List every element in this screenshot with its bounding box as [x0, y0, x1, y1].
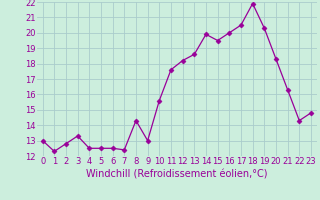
- X-axis label: Windchill (Refroidissement éolien,°C): Windchill (Refroidissement éolien,°C): [86, 169, 268, 179]
